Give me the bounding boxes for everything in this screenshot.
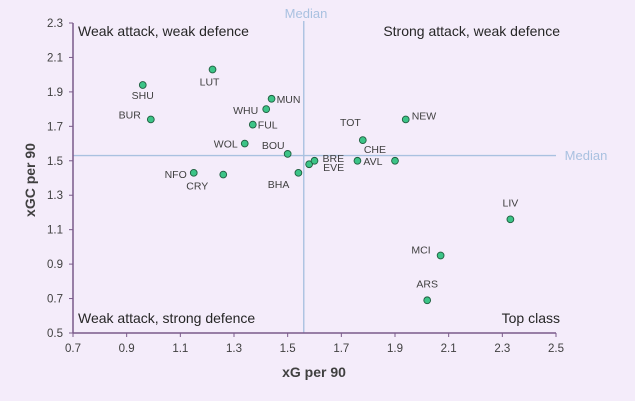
point-label-eve: EVE bbox=[323, 162, 344, 174]
quadrant-label-bottom-left: Weak attack, strong defence bbox=[78, 310, 255, 326]
data-point-bur bbox=[146, 115, 155, 124]
point-label-shu: SHU bbox=[132, 90, 154, 102]
median-lines bbox=[73, 21, 556, 333]
x-tick-label: 2.1 bbox=[441, 343, 457, 355]
y-tick-label: 1.1 bbox=[47, 225, 63, 237]
quadrant-label-top-right: Strong attack, weak defence bbox=[383, 23, 560, 39]
median-label-vertical: Median bbox=[285, 6, 328, 21]
data-point-bre bbox=[310, 156, 319, 165]
y-tick-label: 0.5 bbox=[47, 328, 63, 340]
point-label-whu: WHU bbox=[233, 105, 258, 117]
point-label-avl: AVL bbox=[363, 156, 382, 168]
y-tick-label: 1.3 bbox=[47, 190, 63, 202]
point-label-cry: CRY bbox=[186, 181, 208, 193]
point-label-bur: BUR bbox=[119, 109, 142, 121]
y-tick-label: 1.7 bbox=[47, 121, 63, 133]
point-label-mci: MCI bbox=[411, 245, 430, 257]
point-label-nfo: NFO bbox=[165, 169, 187, 181]
data-point-whu bbox=[262, 105, 271, 113]
y-tick-label: 1.5 bbox=[47, 156, 63, 168]
y-tick-label: 2.3 bbox=[47, 18, 63, 30]
y-tick-label: 2.1 bbox=[47, 52, 63, 64]
data-point-ful bbox=[248, 120, 257, 129]
data-point-liv bbox=[506, 215, 515, 224]
data-point-bou bbox=[283, 150, 292, 158]
y-tick-label: 0.9 bbox=[47, 259, 63, 271]
data-point-eve bbox=[305, 160, 313, 169]
x-tick-label: 1.3 bbox=[226, 343, 242, 355]
data-point-ars bbox=[423, 296, 432, 305]
point-label-tot: TOT bbox=[340, 117, 361, 129]
data-point-new bbox=[401, 115, 410, 124]
x-tick-label: 1.1 bbox=[172, 343, 188, 355]
data-point-wol bbox=[240, 139, 249, 148]
median-label-horizontal: Median bbox=[565, 148, 608, 163]
data-point-mci bbox=[436, 251, 445, 260]
point-label-wol: WOL bbox=[214, 139, 238, 151]
x-tick-label: 2.5 bbox=[548, 343, 564, 355]
data-point-nfo bbox=[189, 168, 198, 177]
y-axis-title: xGC per 90 bbox=[22, 143, 38, 217]
point-label-liv: LIV bbox=[503, 197, 519, 209]
y-tick-label: 0.7 bbox=[47, 294, 63, 306]
y-tick-label: 1.9 bbox=[47, 87, 63, 99]
x-tick-label: 1.5 bbox=[280, 343, 296, 355]
axes: 0.7 0.9 1.1 1.3 1.5 1.7 1.9 2.1 2.3 2.50.50.70.91… bbox=[47, 18, 564, 355]
point-label-lut: LUT bbox=[200, 77, 220, 89]
data-point-avl bbox=[353, 156, 362, 165]
data-point-mun bbox=[267, 94, 276, 103]
x-tick-label: 1.7 bbox=[333, 343, 349, 355]
data-point-che bbox=[391, 156, 399, 165]
point-label-ful: FUL bbox=[258, 120, 278, 132]
point-label-bou: BOU bbox=[262, 140, 285, 152]
point-label-new: NEW bbox=[412, 110, 437, 122]
point-label-ars: ARS bbox=[416, 278, 438, 290]
quadrant-label-bottom-right: Top class bbox=[502, 310, 560, 326]
x-tick-label: 0.7 bbox=[65, 343, 81, 355]
x-tick-label: 2.3 bbox=[494, 343, 510, 355]
point-label-che: CHE bbox=[364, 144, 386, 156]
data-point-cry bbox=[219, 170, 228, 179]
quadrant-label-top-left: Weak attack, weak defence bbox=[78, 23, 249, 39]
x-tick-label: 1.9 bbox=[387, 343, 403, 355]
point-label-bha: BHA bbox=[268, 179, 290, 191]
data-point-bha bbox=[294, 168, 303, 177]
point-label-mun: MUN bbox=[277, 94, 301, 106]
data-point-shu bbox=[138, 81, 147, 89]
point-label-bre: BRE bbox=[323, 153, 345, 165]
data-point-tot bbox=[358, 136, 367, 144]
x-tick-label: 0.9 bbox=[119, 343, 135, 355]
x-axis-title: xG per 90 bbox=[282, 364, 346, 380]
data-point-lut bbox=[208, 65, 217, 74]
